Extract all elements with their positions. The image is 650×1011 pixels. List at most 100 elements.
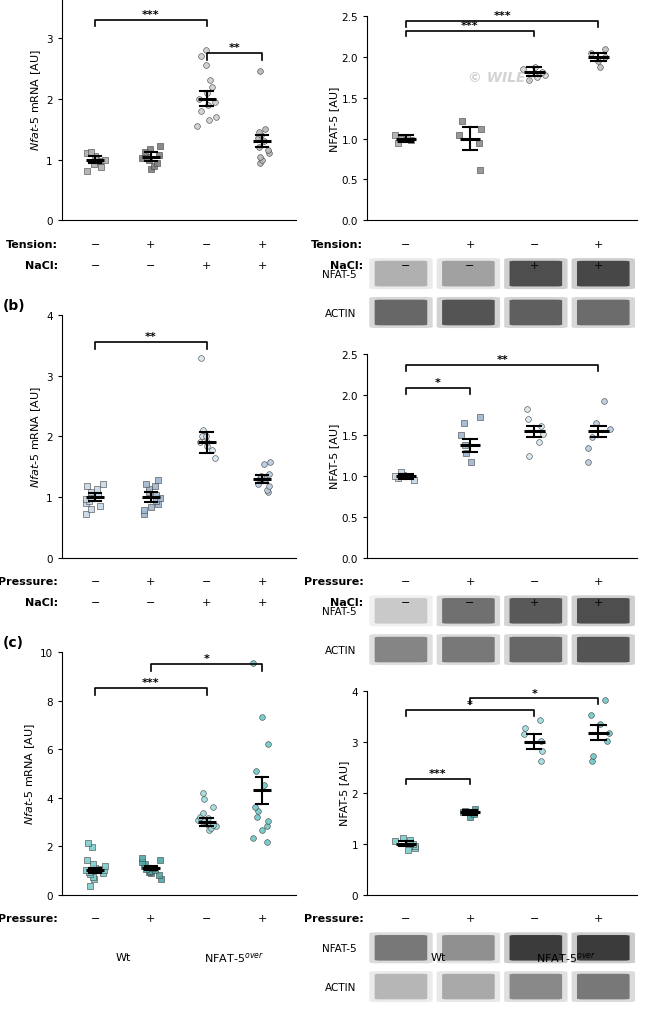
Text: +: + <box>257 913 267 923</box>
Point <box>534 435 545 451</box>
Point <box>259 134 269 151</box>
Point <box>85 866 96 883</box>
FancyBboxPatch shape <box>504 297 567 329</box>
FancyBboxPatch shape <box>571 297 635 329</box>
FancyBboxPatch shape <box>510 637 562 662</box>
Point <box>203 113 214 129</box>
Point <box>201 58 211 74</box>
Point <box>257 710 268 726</box>
Point <box>475 121 486 137</box>
Text: +: + <box>146 240 155 250</box>
FancyBboxPatch shape <box>571 259 635 290</box>
Text: +: + <box>257 240 267 250</box>
Text: −: − <box>401 598 410 608</box>
Y-axis label: NFAT-5 [AU]: NFAT-5 [AU] <box>329 86 339 152</box>
Point <box>90 149 100 165</box>
Point <box>145 142 155 158</box>
Point <box>250 799 260 815</box>
Point <box>137 151 148 167</box>
Point <box>153 472 163 488</box>
Point <box>196 104 207 120</box>
Text: −: − <box>465 598 474 608</box>
Text: +: + <box>594 240 603 250</box>
Point <box>470 801 480 817</box>
Point <box>210 450 220 466</box>
Y-axis label: $\mathit{Nfat}$-$\mathit{5}$ mRNA [AU]: $\mathit{Nfat}$-$\mathit{5}$ mRNA [AU] <box>23 723 37 824</box>
Text: +: + <box>594 598 603 608</box>
Point <box>520 720 530 736</box>
Point <box>474 135 484 152</box>
FancyBboxPatch shape <box>442 637 495 662</box>
Point <box>94 154 105 170</box>
Text: +: + <box>530 598 539 608</box>
Point <box>145 863 155 880</box>
Text: +: + <box>594 261 603 271</box>
Point <box>458 805 468 821</box>
Y-axis label: NFAT-5 [AU]: NFAT-5 [AU] <box>339 760 349 826</box>
Text: NFAT-5: NFAT-5 <box>322 607 356 617</box>
Point <box>198 806 208 822</box>
FancyBboxPatch shape <box>369 635 433 665</box>
Point <box>202 42 212 59</box>
Text: −: − <box>530 576 539 586</box>
Text: +: + <box>465 576 474 586</box>
Point <box>153 496 163 513</box>
Point <box>263 144 273 160</box>
Point <box>87 839 98 855</box>
Point <box>265 454 276 470</box>
Point <box>537 743 547 759</box>
Point <box>252 809 263 825</box>
Point <box>264 147 274 163</box>
Point <box>255 468 266 484</box>
Point <box>138 507 149 523</box>
Text: +: + <box>594 576 603 586</box>
Point <box>255 64 265 80</box>
Point <box>91 151 101 167</box>
Point <box>193 812 203 828</box>
FancyBboxPatch shape <box>504 259 567 290</box>
Point <box>537 65 547 81</box>
Point <box>259 777 270 794</box>
Point <box>459 416 469 432</box>
Point <box>99 858 110 875</box>
Point <box>583 454 593 470</box>
FancyBboxPatch shape <box>369 297 433 329</box>
Point <box>137 854 148 870</box>
Text: +: + <box>257 261 267 271</box>
Point <box>390 833 400 849</box>
FancyBboxPatch shape <box>510 300 562 326</box>
Point <box>521 401 532 418</box>
Text: **: ** <box>496 355 508 365</box>
Point <box>198 423 209 439</box>
FancyBboxPatch shape <box>577 935 630 960</box>
Text: Wt: Wt <box>115 952 131 962</box>
Text: ***: *** <box>142 9 160 19</box>
Text: −: − <box>202 240 211 250</box>
Point <box>257 153 267 169</box>
FancyBboxPatch shape <box>577 262 630 287</box>
Point <box>208 817 218 833</box>
Point <box>517 62 528 78</box>
Point <box>94 498 105 515</box>
Text: +: + <box>465 913 474 923</box>
Point <box>402 842 413 858</box>
Point <box>410 838 420 854</box>
Point <box>88 856 98 872</box>
Point <box>84 863 94 880</box>
Point <box>595 716 605 732</box>
Point <box>81 507 92 523</box>
Text: +: + <box>202 261 211 271</box>
Point <box>540 68 550 84</box>
Point <box>202 86 213 102</box>
Point <box>582 440 593 456</box>
Text: +: + <box>146 576 155 586</box>
Text: NaCl:: NaCl: <box>330 261 363 271</box>
Point <box>152 156 162 172</box>
Point <box>601 733 612 749</box>
Point <box>406 133 417 150</box>
FancyBboxPatch shape <box>571 635 635 665</box>
Point <box>604 422 615 438</box>
Point <box>599 50 610 66</box>
Point <box>81 491 92 508</box>
Text: +: + <box>257 576 267 586</box>
